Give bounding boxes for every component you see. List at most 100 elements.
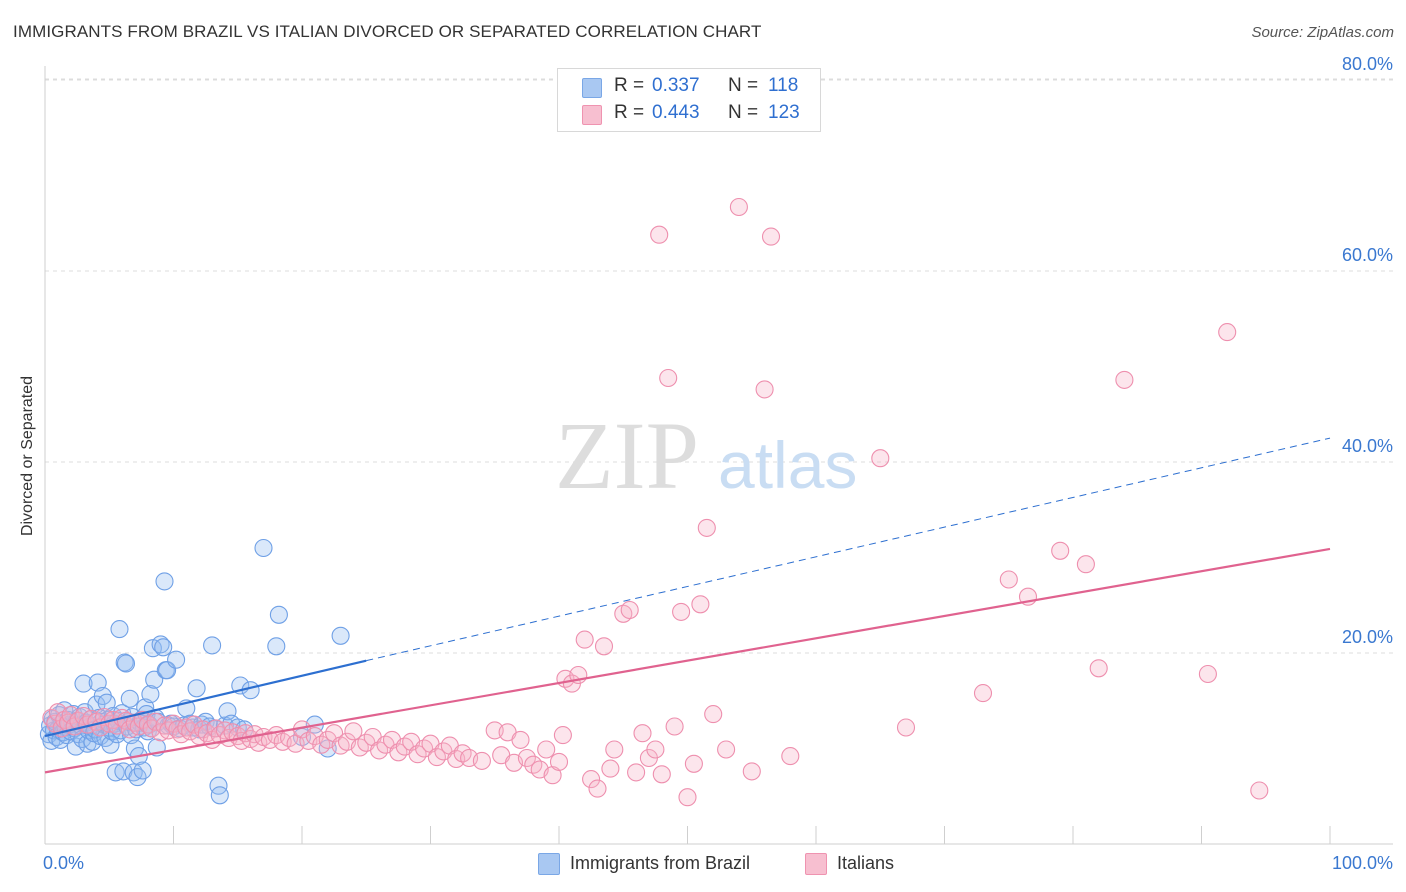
stats-r-value: 0.337 xyxy=(652,75,700,96)
point-brazil xyxy=(110,620,129,639)
point-brazil xyxy=(141,685,160,704)
point-brazil xyxy=(203,636,222,655)
point-italians xyxy=(472,751,491,770)
point-italians xyxy=(717,740,736,759)
legend-label-italians: Italians xyxy=(837,853,895,873)
point-italians xyxy=(650,225,669,244)
point-italians xyxy=(761,227,781,246)
point-italians xyxy=(46,714,65,733)
point-italians xyxy=(511,730,530,749)
point-brazil xyxy=(115,653,134,672)
legend-swatch-brazil xyxy=(538,853,560,875)
point-italians xyxy=(605,740,624,759)
stats-n-value: 118 xyxy=(768,75,799,96)
point-italians xyxy=(1076,555,1095,574)
stats-n-value: 123 xyxy=(768,102,800,123)
trend-line-brazil xyxy=(44,659,367,738)
point-italians xyxy=(659,368,678,388)
point-brazil xyxy=(151,635,170,654)
trend-line-italians xyxy=(44,547,1331,774)
point-italians xyxy=(999,570,1018,589)
point-brazil xyxy=(187,679,206,698)
point-brazil xyxy=(88,673,107,692)
point-italians xyxy=(627,763,646,782)
point-italians xyxy=(601,759,620,778)
y-tick-label: 80.0% xyxy=(1342,54,1393,74)
stats-n-label: N = xyxy=(728,75,759,96)
point-italians xyxy=(549,752,569,771)
trend-lines xyxy=(44,437,1331,774)
point-italians xyxy=(672,602,691,621)
point-brazil xyxy=(209,776,228,795)
point-italians xyxy=(553,726,572,745)
y-tick-label: 60.0% xyxy=(1342,245,1393,265)
point-italians xyxy=(537,740,556,759)
point-italians xyxy=(781,747,800,766)
watermark-zip: ZIP xyxy=(555,402,699,509)
point-italians xyxy=(1089,659,1108,678)
point-brazil xyxy=(101,735,120,754)
watermark: ZIP atlas xyxy=(555,402,857,509)
point-italians xyxy=(588,779,607,798)
point-italians xyxy=(1218,323,1237,342)
point-italians xyxy=(665,717,684,736)
chart-title: IMMIGRANTS FROM BRAZIL VS ITALIAN DIVORC… xyxy=(13,22,762,41)
point-italians xyxy=(729,197,748,217)
point-italians xyxy=(594,637,614,656)
point-italians xyxy=(633,724,652,743)
stats-swatch-italians xyxy=(582,105,602,125)
stats-swatch-brazil xyxy=(582,78,602,98)
point-italians xyxy=(1250,781,1269,800)
stats-n-label: N = xyxy=(728,102,759,123)
point-italians xyxy=(620,600,639,620)
point-italians xyxy=(575,630,594,649)
point-italians xyxy=(646,740,665,759)
data-points xyxy=(39,197,1269,807)
point-brazil xyxy=(155,572,174,591)
point-brazil xyxy=(269,605,288,624)
point-brazil xyxy=(133,761,152,780)
point-brazil xyxy=(154,638,173,657)
point-brazil xyxy=(331,626,350,645)
point-italians xyxy=(691,595,710,614)
point-italians xyxy=(146,712,165,731)
point-italians xyxy=(755,380,774,399)
point-italians xyxy=(652,765,671,784)
point-italians xyxy=(517,748,536,768)
stats-box: R = 0.337 N = 118 R = 0.443 N = 123 xyxy=(557,68,821,132)
stats-r-value: 0.443 xyxy=(652,102,700,123)
point-italians xyxy=(742,762,761,781)
point-italians xyxy=(684,754,703,773)
point-brazil xyxy=(74,674,93,693)
legend-swatch-italians xyxy=(805,853,827,875)
y-tick-label: 40.0% xyxy=(1342,436,1393,456)
point-italians xyxy=(1115,370,1134,389)
point-italians xyxy=(697,518,716,537)
point-italians xyxy=(896,718,916,737)
point-italians xyxy=(344,722,363,741)
point-brazil xyxy=(120,689,139,708)
point-brazil xyxy=(106,763,125,782)
point-brazil xyxy=(267,637,286,656)
point-brazil xyxy=(158,661,177,680)
point-italians xyxy=(185,715,204,734)
stats-r-label: R = xyxy=(614,75,645,96)
x-tick-label: 100.0% xyxy=(1332,853,1393,873)
point-italians xyxy=(871,449,890,468)
point-italians xyxy=(704,705,723,724)
point-brazil xyxy=(116,654,136,673)
watermark-atlas: atlas xyxy=(718,428,857,502)
point-italians xyxy=(973,684,993,703)
trend-line-brazil-extension xyxy=(366,437,1331,662)
stats-r-label: R = xyxy=(614,102,645,123)
grid-lines xyxy=(45,78,1393,654)
point-brazil xyxy=(210,786,229,805)
legend-label-brazil: Immigrants from Brazil xyxy=(570,853,751,873)
point-italians xyxy=(1198,664,1217,684)
point-brazil xyxy=(167,650,186,669)
x-tick-label: 0.0% xyxy=(43,853,84,873)
point-italians xyxy=(678,788,697,807)
point-italians xyxy=(582,770,601,789)
source-label: Source: ZipAtlas.com xyxy=(1251,24,1394,41)
